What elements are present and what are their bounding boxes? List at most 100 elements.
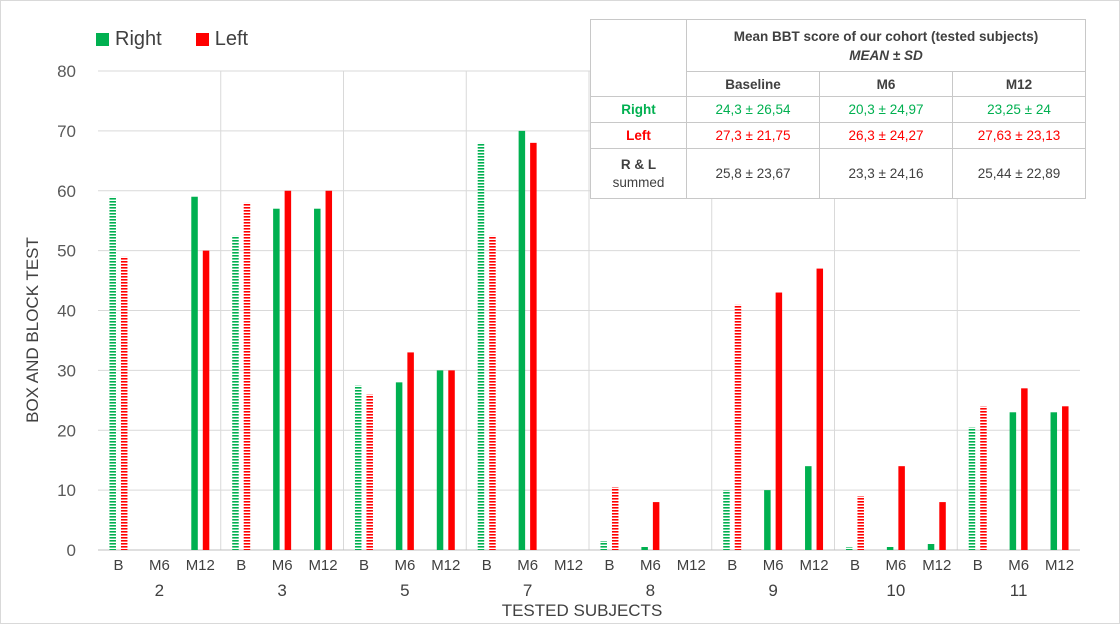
cell-right-baseline: 24,3 ± 26,54 [686,96,820,123]
timepoint-label: M12 [431,557,460,574]
bar-right [1009,412,1017,550]
bar-left [530,142,537,550]
bars [109,130,1069,551]
subject-label: 5 [400,581,409,600]
timepoint-label: M6 [517,557,538,574]
bar-left [775,292,783,550]
bar-left [898,466,905,550]
bar-left [325,190,333,550]
cell-summed-baseline: 25,8 ± 23,67 [686,148,820,199]
bar-right [232,235,239,550]
bar-right [600,541,607,550]
bar-left [652,502,660,550]
timepoint-label: B [604,557,614,574]
timepoint-label: M12 [1045,557,1074,574]
bar-right [354,385,362,550]
timepoint-label: M6 [640,557,661,574]
bar-right [273,208,280,550]
y-tick-label: 80 [57,62,76,81]
y-tick-label: 70 [57,122,76,141]
bar-left [1021,388,1028,550]
table-row-right: Right 24,3 ± 26,54 20,3 ± 24,97 23,25 ± … [590,96,1086,123]
bar-right [968,427,976,550]
timepoint-label: M12 [186,557,215,574]
cell-left-m6: 26,3 ± 24,27 [819,122,953,149]
bar-left [284,190,292,550]
timepoint-label: B [727,557,737,574]
bar-right [764,490,771,550]
timepoint-label: M12 [799,557,828,574]
y-axis-label: BOX AND BLOCK TEST [23,237,42,423]
table-corner [590,19,687,97]
table-row-summed: R & L summed 25,8 ± 23,67 23,3 ± 24,16 2… [590,148,1086,199]
legend-swatch-left [195,33,209,46]
subject-label: 8 [646,581,655,600]
timepoint-label: M6 [272,557,293,574]
subject-label: 9 [768,581,777,600]
y-tick-label: 0 [67,541,76,560]
bar-right [886,547,894,550]
subject-label: 7 [523,581,532,600]
bar-left [407,352,414,550]
x-tick-labels: B M6 M12 2 B M6 M12 3 B M6 M12 5 B M6 M12 7 B M6 M12 8 B M6 M1… [113,557,1074,600]
cell-summed-m6: 23,3 ± 24,16 [819,148,953,199]
subject-label: 11 [1010,581,1028,600]
bar-right [109,196,116,551]
bar-right [477,142,485,550]
timepoint-label: M6 [1008,557,1029,574]
bar-left [202,250,210,550]
table-row-left: Left 27,3 ± 21,75 26,3 ± 24,27 27,63 ± 2… [590,122,1086,149]
col-header-baseline: Baseline [686,71,820,97]
row-label-right: Right [590,96,687,123]
cell-summed-m12: 25,44 ± 22,89 [952,148,1086,199]
bar-right [518,130,526,550]
subject-label: 3 [277,581,286,600]
bar-right [805,466,812,550]
legend: Right Left [96,28,248,51]
bar-right [1050,412,1058,550]
bar-left [980,406,987,550]
bar-left [120,256,128,550]
bar-right [927,544,935,550]
bar-left [366,394,373,550]
timepoint-label: M6 [885,557,906,574]
cell-right-m12: 23,25 ± 24 [952,96,1086,123]
y-tick-labels: 0 10 20 30 40 50 60 70 80 [57,62,76,560]
y-tick-label: 40 [57,302,76,321]
table-title: Mean BBT score of our cohort (tested sub… [733,28,1039,44]
bar-right [723,490,730,550]
y-tick-label: 30 [57,361,76,380]
timepoint-label: M6 [394,557,415,574]
cell-right-m6: 20,3 ± 24,97 [819,96,953,123]
y-tick-label: 60 [57,182,76,201]
bar-left [1062,406,1069,550]
col-header-m12: M12 [952,71,1086,97]
timepoint-label: B [850,557,860,574]
row-label-summed-line2: summed [612,174,665,190]
row-label-summed: R & L summed [590,148,687,199]
bar-left [939,502,946,550]
legend-item-left: Left [195,28,249,51]
bar-left [734,304,742,550]
timepoint-label: M12 [922,557,951,574]
bar-right [845,547,853,550]
y-tick-label: 20 [57,421,76,440]
timepoint-label: B [359,557,369,574]
bar-left [243,202,251,550]
bar-left [857,496,864,550]
y-tick-label: 10 [57,481,76,500]
legend-label-left: Left [214,28,249,50]
y-tick-label: 50 [57,242,76,261]
table-subtitle: MEAN ± SD [849,47,923,63]
legend-swatch-right [96,33,109,46]
timepoint-label: M12 [554,557,583,574]
bar-right [641,547,648,550]
timepoint-label: B [113,557,123,574]
legend-item-right: Right [96,28,162,51]
timepoint-label: M6 [149,557,170,574]
bar-left [611,487,619,550]
bar-left [448,370,455,550]
cell-left-m12: 27,63 ± 23,13 [952,122,1086,149]
subject-label: 10 [886,581,905,600]
